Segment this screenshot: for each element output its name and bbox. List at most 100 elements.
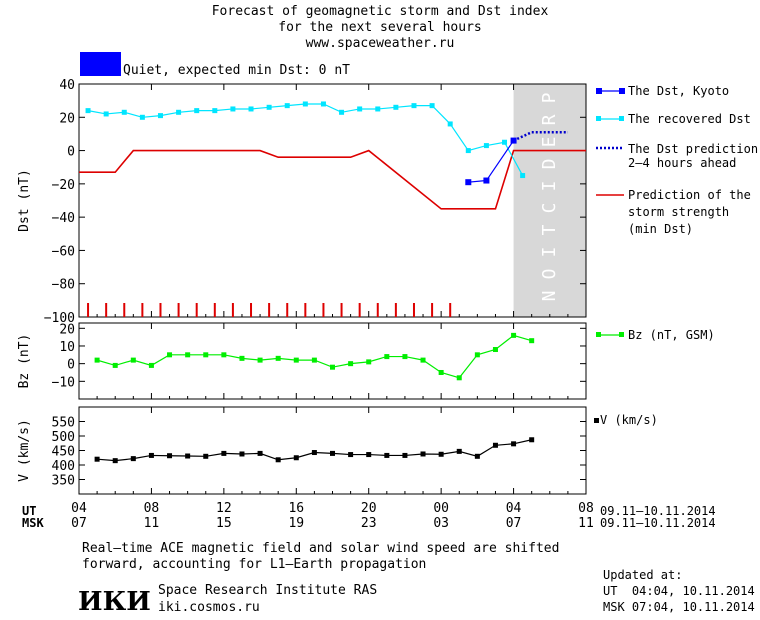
- legend-recovered: The recovered Dst: [628, 112, 751, 126]
- recovered-dst-point: [85, 108, 91, 114]
- recovered-dst-point: [357, 106, 363, 112]
- prediction-letter: P: [539, 92, 560, 103]
- date-range-msk: 09.11–10.11.2014: [600, 516, 716, 530]
- bz-point: [348, 361, 354, 367]
- prediction-zone: [513, 84, 586, 317]
- msk-tick-label: 07: [71, 516, 87, 531]
- ut-tick-label: 04: [506, 501, 522, 516]
- prediction-letter: E: [539, 137, 560, 148]
- y-tick-label: 40: [59, 78, 75, 93]
- footer-note-2: forward, accounting for L1–Earth propaga…: [82, 557, 427, 572]
- storm-strength-line: [79, 149, 586, 210]
- prediction-letter: I: [539, 181, 560, 192]
- recovered-dst-point: [465, 148, 471, 154]
- prediction-letter: T: [539, 224, 560, 235]
- bz-point: [311, 357, 317, 363]
- legend-recovered-point: [619, 116, 624, 121]
- recovered-dst-point: [339, 109, 345, 115]
- updated-ut: UT 04:04, 10.11.2014: [603, 584, 755, 598]
- prediction-letter: I: [539, 247, 560, 258]
- recovered-dst-point: [176, 109, 182, 115]
- recovered-dst-point: [248, 106, 254, 112]
- recovered-dst-line: [87, 103, 524, 176]
- recovered-dst-point: [230, 106, 236, 112]
- y-axis-label: V (km/s): [17, 419, 32, 482]
- bz-line: [96, 334, 532, 379]
- dst-prediction-line: [513, 131, 568, 142]
- bz-point: [293, 357, 299, 363]
- y-tick-label: 20: [59, 322, 75, 337]
- prediction-letter: N: [539, 291, 560, 302]
- status-text: Quiet, expected min Dst: 0 nT: [123, 63, 350, 78]
- y-tick-label: −80: [52, 278, 75, 293]
- v-point: [167, 453, 173, 459]
- recovered-dst-point: [139, 114, 145, 120]
- bz-point: [257, 357, 263, 363]
- v-point: [366, 452, 372, 458]
- recovered-dst-point: [212, 108, 218, 114]
- bz-point: [130, 357, 136, 363]
- legend-v-point: [594, 418, 599, 423]
- legend-storm-1: Prediction of the: [628, 188, 751, 202]
- recovered-dst-point: [194, 108, 200, 114]
- v-point: [402, 452, 408, 458]
- prediction-letter: R: [539, 114, 560, 125]
- legend-bz-point: [596, 332, 601, 337]
- prediction-letter: C: [539, 203, 560, 214]
- date-range-ut: 09.11–10.11.2014: [600, 504, 716, 518]
- y-axis-label: Bz (nT): [17, 334, 32, 389]
- bz-point: [94, 357, 100, 363]
- v-point: [275, 457, 281, 463]
- y-tick-label: 400: [52, 459, 75, 474]
- bz-point: [511, 332, 517, 338]
- y-tick-label: −60: [52, 244, 75, 259]
- institute-website[interactable]: iki.cosmos.ru: [158, 600, 260, 615]
- bz-point: [330, 364, 335, 370]
- v-point: [185, 453, 191, 459]
- bz-point: [275, 355, 281, 361]
- v-point: [474, 453, 480, 459]
- recovered-dst-point: [447, 121, 453, 127]
- updated-label: Updated at:: [603, 568, 683, 582]
- v-point: [112, 458, 118, 464]
- legend-v: V (km/s): [600, 413, 658, 427]
- recovered-dst-point: [411, 103, 417, 109]
- legend-kyoto-point: [596, 88, 602, 94]
- legend-bz-point: [619, 332, 624, 337]
- v-point: [492, 442, 498, 448]
- v-point: [330, 450, 335, 456]
- chart-title-line-2: for the next several hours: [278, 20, 482, 35]
- ut-label: UT: [22, 504, 37, 518]
- y-tick-label: 10: [59, 340, 75, 355]
- bz-point: [148, 362, 154, 368]
- legend-storm-3: (min Dst): [628, 222, 694, 236]
- v-point: [148, 452, 154, 458]
- y-tick-label: 500: [52, 430, 75, 445]
- dst-kyoto-point: [483, 177, 490, 184]
- y-tick-label: 550: [52, 416, 75, 431]
- bz-point: [167, 352, 173, 358]
- recovered-dst-point: [375, 106, 381, 112]
- v-point: [94, 456, 100, 462]
- ut-tick-label: 08: [144, 501, 160, 516]
- recovered-dst-point: [393, 104, 399, 110]
- institute-name: Space Research Institute RAS: [158, 583, 378, 598]
- v-point: [384, 452, 390, 458]
- msk-tick-label: 19: [288, 516, 304, 531]
- bz-point: [203, 352, 209, 358]
- y-tick-label: 20: [59, 111, 75, 126]
- panel-frame: [78, 406, 587, 495]
- legend-bz: Bz (nT, GSM): [628, 328, 715, 342]
- recovered-dst-point: [157, 113, 163, 119]
- v-point: [456, 448, 462, 454]
- updated-msk: MSK 07:04, 10.11.2014: [603, 600, 755, 614]
- v-point: [130, 456, 136, 462]
- bz-point: [492, 347, 498, 353]
- recovered-dst-point: [429, 103, 435, 109]
- recovered-dst-point: [520, 173, 526, 179]
- prediction-letter: D: [539, 159, 560, 170]
- msk-tick-label: 23: [361, 516, 377, 531]
- v-point: [438, 451, 444, 457]
- v-point: [293, 455, 299, 461]
- y-tick-label: −100: [44, 311, 75, 326]
